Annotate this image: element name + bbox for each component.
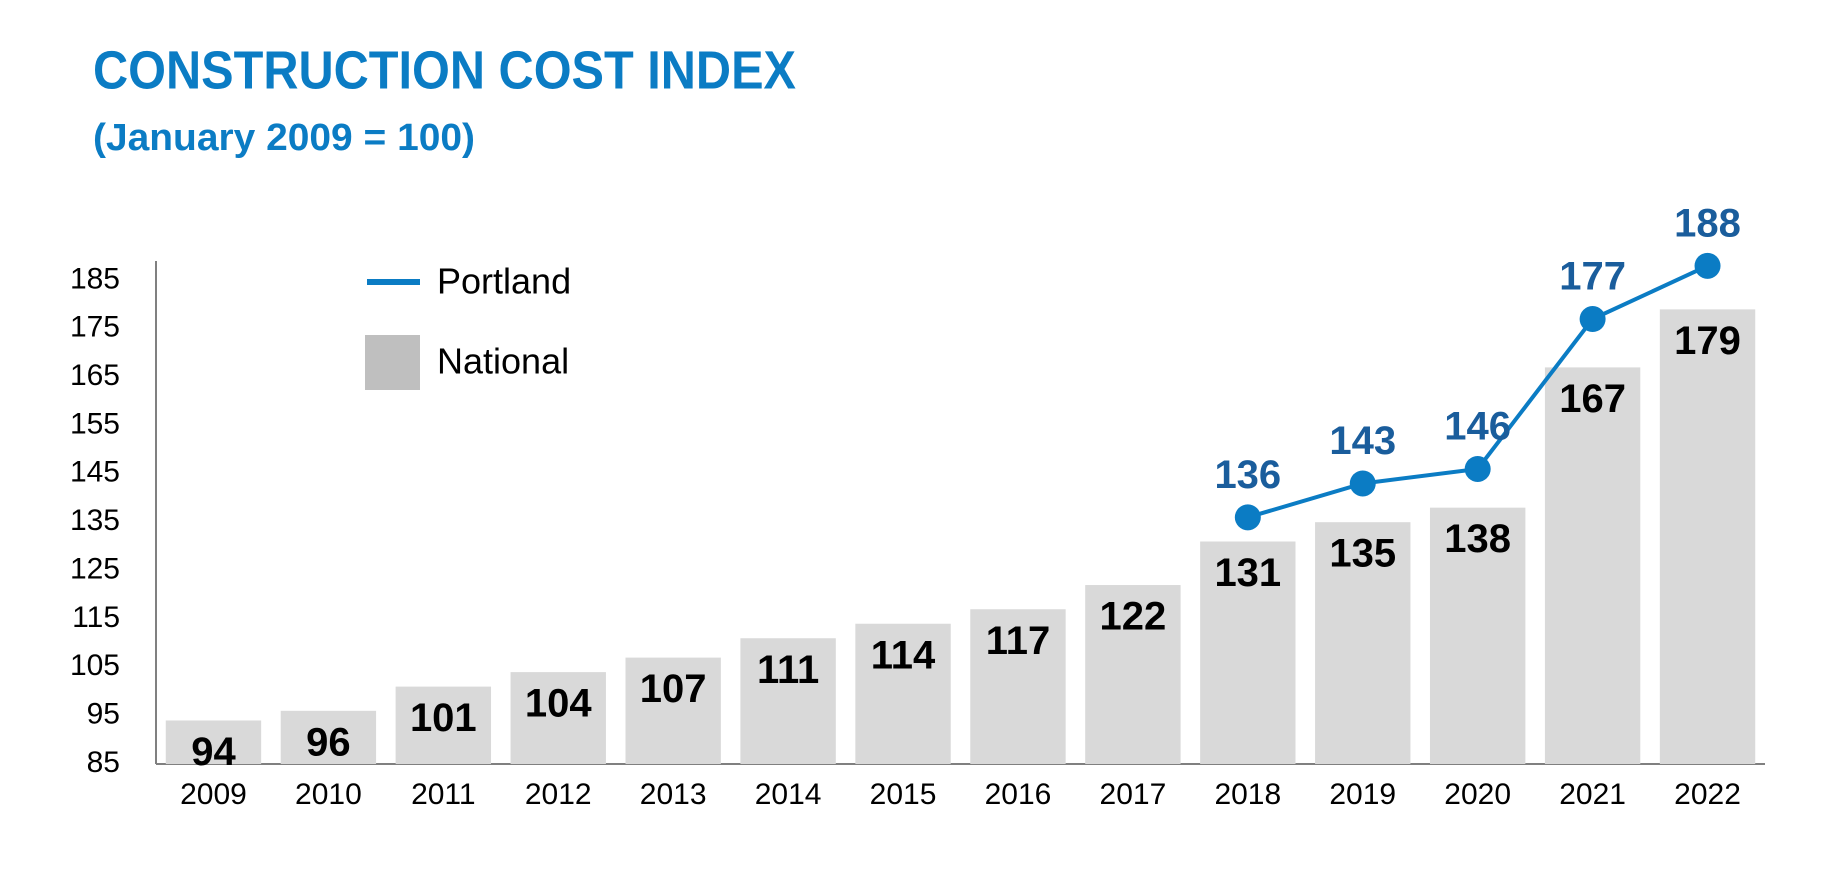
y-tick-label: 155	[70, 407, 120, 440]
bar	[1085, 585, 1181, 764]
bar-label: 135	[1329, 532, 1396, 576]
bar-label: 167	[1559, 377, 1626, 421]
bar-label: 101	[410, 696, 477, 740]
point-label: 146	[1444, 405, 1511, 449]
point-label: 136	[1214, 453, 1281, 497]
bar-label: 138	[1444, 517, 1511, 561]
x-tick-label: 2020	[1444, 778, 1511, 811]
bar-label: 96	[306, 720, 351, 764]
bar	[1200, 541, 1296, 764]
x-tick-label: 2014	[755, 778, 822, 811]
chart-title: CONSTRUCTION COST INDEX	[93, 40, 796, 100]
bar	[740, 638, 836, 764]
legend-swatch	[365, 335, 420, 390]
bar	[1544, 367, 1641, 764]
bar	[510, 672, 606, 764]
point-label: 188	[1674, 201, 1741, 245]
bar	[280, 710, 377, 764]
bar	[625, 657, 721, 764]
bar	[165, 720, 262, 764]
y-tick-label: 125	[70, 552, 120, 585]
y-tick-label: 165	[70, 359, 120, 392]
legend-label: Portland	[437, 261, 571, 302]
bar-label: 107	[640, 667, 707, 711]
y-tick-label: 175	[70, 311, 120, 344]
x-tick-label: 2011	[411, 778, 476, 811]
bar-label: 117	[986, 619, 1051, 663]
point	[1234, 504, 1261, 531]
y-tick-label: 95	[87, 698, 120, 731]
y-tick-label: 185	[70, 262, 120, 295]
bar	[855, 623, 951, 764]
y-tick-label: 115	[72, 601, 120, 634]
chart-subtitle: (January 2009 = 100)	[93, 117, 475, 159]
x-tick-label: 2012	[525, 778, 592, 811]
point	[1464, 455, 1491, 482]
point	[1349, 470, 1376, 497]
x-tick-label: 2013	[640, 778, 707, 811]
point	[1694, 252, 1721, 279]
x-tick-label: 2010	[295, 778, 362, 811]
bar	[1315, 522, 1411, 764]
x-tick-label: 2016	[985, 778, 1052, 811]
x-tick-label: 2015	[870, 778, 937, 811]
point	[1579, 306, 1606, 333]
y-tick-label: 85	[87, 746, 120, 779]
x-tick-label: 2018	[1214, 778, 1281, 811]
point-label: 177	[1559, 255, 1626, 299]
x-tick-label: 2019	[1329, 778, 1396, 811]
bar-label: 114	[871, 633, 936, 677]
bar-label: 111	[757, 648, 819, 692]
x-tick-label: 2021	[1559, 778, 1626, 811]
x-tick-label: 2017	[1100, 778, 1167, 811]
bar-label: 179	[1674, 319, 1741, 363]
y-tick-label: 135	[70, 504, 120, 537]
bar-label: 94	[191, 730, 236, 774]
y-tick-label: 145	[70, 456, 120, 489]
x-tick-label: 2009	[180, 778, 247, 811]
bar-label: 131	[1214, 551, 1281, 595]
y-tick-label: 105	[70, 649, 120, 682]
bar	[1429, 507, 1526, 764]
bar	[1659, 309, 1756, 764]
bar	[395, 686, 492, 764]
bar	[970, 609, 1066, 764]
point-label: 143	[1329, 419, 1396, 463]
legend-label: National	[437, 341, 569, 382]
bar-label: 104	[525, 682, 592, 726]
x-tick-label: 2022	[1674, 778, 1741, 811]
bar-label: 122	[1100, 595, 1167, 639]
